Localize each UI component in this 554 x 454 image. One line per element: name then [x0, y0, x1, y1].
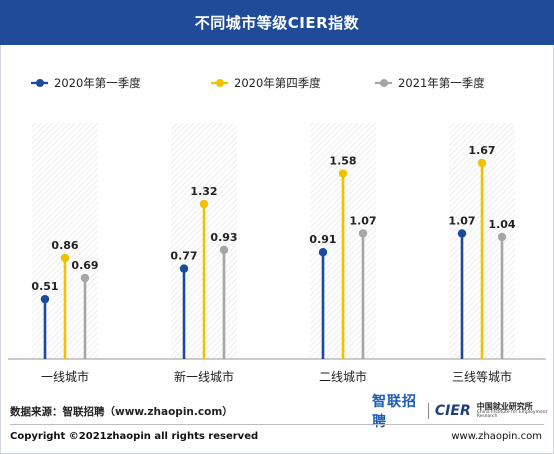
cier-name-cn: 中国就业研究所: [476, 401, 533, 411]
legend-label-2: 2021年第一季度: [398, 76, 485, 90]
zhaopin-logo: 智联招聘: [372, 394, 417, 430]
legend-marker-1: [216, 79, 224, 87]
category-label-2: 二线城市: [319, 369, 367, 384]
data-label-3-1: 1.67: [468, 144, 495, 157]
chart-marks: 0.51 0.86 0.69 0.77 1.32 0.93 0.91 1.58 1.07 1.07…: [31, 144, 516, 359]
point-3-2: [497, 232, 507, 242]
data-label-2-2: 1.07: [349, 214, 376, 227]
legend-marker-2: [380, 79, 388, 87]
category-label-3: 三线等城市: [452, 369, 512, 384]
point-3-0: [457, 229, 467, 238]
data-label-2-1: 1.58: [329, 155, 356, 168]
chart-title: 不同城市等级CIER指数: [0, 0, 554, 45]
legend-label-1: 2020年第四季度: [234, 76, 321, 90]
legend-label-0: 2020年第一季度: [54, 76, 141, 90]
point-1-1: [199, 199, 209, 209]
point-0-1: [60, 253, 70, 263]
legend-marker-0: [36, 79, 44, 87]
point-2-1: [338, 169, 348, 178]
website-link[interactable]: www.zhaopin.com: [451, 431, 542, 442]
copyright-text: Copyright ©2021zhaopin all rights reserv…: [10, 431, 259, 442]
data-source-note: 数据来源：智联招聘（www.zhaopin.com）: [10, 406, 233, 418]
point-3-1: [477, 158, 487, 168]
data-label-0-1: 0.86: [51, 239, 78, 252]
data-label-1-2: 0.93: [210, 231, 237, 244]
point-2-2: [358, 229, 368, 238]
legend: 2020年第一季度 2020年第四季度 2021年第一季度: [31, 76, 485, 90]
data-label-1-1: 1.32: [190, 185, 217, 198]
category-backgrounds: [32, 123, 515, 359]
data-label-0-2: 0.69: [71, 259, 98, 272]
cier-name: 中国就业研究所 China Institute for Employment R…: [476, 401, 554, 420]
point-0-2: [80, 273, 90, 283]
brand-logos: 智联招聘 CIER 中国就业研究所 China Institute for Em…: [372, 394, 554, 430]
cier-logo: CIER: [434, 403, 471, 419]
data-label-3-0: 1.07: [448, 214, 475, 227]
footer-divider: [10, 424, 544, 425]
brand-divider: [428, 403, 429, 419]
point-1-2: [219, 245, 229, 255]
data-label-2-0: 0.91: [309, 233, 336, 246]
point-2-0: [318, 247, 328, 257]
point-1-0: [179, 264, 189, 273]
category-label-0: 一线城市: [41, 369, 89, 384]
lollipop-chart: 2020年第一季度 2020年第四季度 2021年第一季度 0.51 0.86 0.69…: [8, 76, 546, 384]
x-axis-labels: 一线城市 新一线城市 二线城市 三线等城市: [41, 369, 512, 384]
point-0-0: [40, 294, 50, 304]
data-label-3-2: 1.04: [488, 218, 515, 231]
cier-name-en: China Institute for Employment Research: [476, 409, 548, 419]
data-label-0-0: 0.51: [31, 280, 58, 293]
category-label-1: 新一线城市: [174, 369, 234, 384]
data-label-1-0: 0.77: [170, 250, 197, 263]
